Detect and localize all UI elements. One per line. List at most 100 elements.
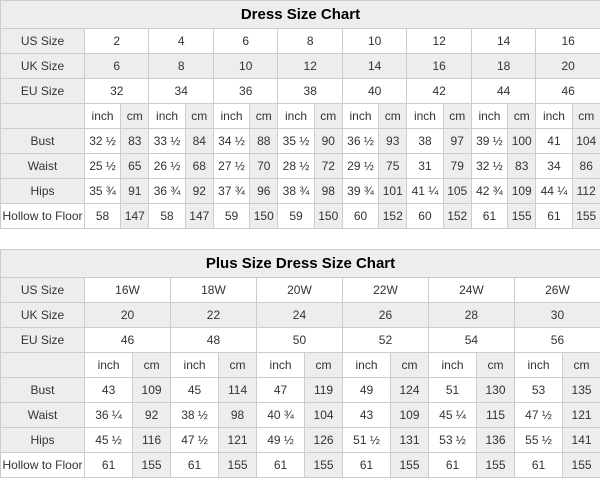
measure-value-cm: 112 bbox=[571, 178, 600, 204]
measure-value-inch: 32 ½ bbox=[470, 153, 509, 179]
measure-value-cm: 105 bbox=[442, 178, 472, 204]
row-label: Hollow to Floor bbox=[0, 203, 85, 229]
size-value: 6 bbox=[212, 28, 279, 54]
measure-row: Hips 45 ½ 116 47 ½ 121 49 ½ 126 51 ½ 131 53 ½ 136 5… bbox=[0, 427, 600, 453]
size-value: 4 bbox=[148, 28, 214, 54]
size-value: 38 bbox=[277, 78, 343, 104]
measure-value-cm: 98 bbox=[218, 402, 257, 428]
measure-value-inch: 53 ½ bbox=[427, 427, 478, 453]
unit-label-inch: inch bbox=[406, 103, 444, 129]
unit-label-inch: inch bbox=[470, 103, 509, 129]
measure-value-cm: 109 bbox=[507, 178, 537, 204]
unit-label-inch: inch bbox=[169, 352, 220, 378]
measure-value-cm: 115 bbox=[476, 402, 515, 428]
measure-value-cm: 116 bbox=[132, 427, 171, 453]
size-value: 24 bbox=[255, 302, 343, 328]
measure-value-cm: 75 bbox=[378, 153, 408, 179]
size-value: 42 bbox=[406, 78, 472, 104]
measure-value-cm: 155 bbox=[304, 452, 343, 478]
size-row: US Size 2 4 6 8 10 12 14 16 bbox=[0, 28, 600, 54]
measure-value-inch: 25 ½ bbox=[83, 153, 122, 179]
size-value: 8 bbox=[148, 53, 214, 79]
measure-value-inch: 47 ½ bbox=[169, 427, 220, 453]
measure-value-cm: 93 bbox=[378, 128, 408, 154]
unit-label-inch: inch bbox=[148, 103, 186, 129]
row-label: Hollow to Floor bbox=[0, 452, 85, 478]
size-value: 20W bbox=[255, 277, 343, 303]
measure-value-inch: 49 bbox=[341, 377, 392, 403]
unit-label-cm: cm bbox=[132, 352, 171, 378]
measure-value-cm: 114 bbox=[218, 377, 257, 403]
size-value: 44 bbox=[470, 78, 537, 104]
row-label: Hips bbox=[0, 178, 85, 204]
measure-value-inch: 42 ¾ bbox=[470, 178, 509, 204]
row-label: UK Size bbox=[0, 302, 85, 328]
size-row: UK Size 20 22 24 26 28 30 bbox=[0, 302, 600, 328]
measure-value-cm: 70 bbox=[249, 153, 279, 179]
measure-value-cm: 155 bbox=[218, 452, 257, 478]
tables-spacer bbox=[0, 229, 600, 249]
size-value: 30 bbox=[513, 302, 600, 328]
measure-value-cm: 155 bbox=[571, 203, 600, 229]
measure-value-inch: 43 bbox=[341, 402, 392, 428]
row-label: Waist bbox=[0, 402, 85, 428]
measure-value-inch: 61 bbox=[427, 452, 478, 478]
plus-size-dress-size-chart-table: Plus Size Dress Size Chart US Size 16W 18W 2… bbox=[0, 249, 600, 478]
measure-value-inch: 43 bbox=[83, 377, 134, 403]
measure-value-inch: 31 bbox=[406, 153, 444, 179]
row-label: UK Size bbox=[0, 53, 85, 79]
unit-label-cm: cm bbox=[184, 103, 214, 129]
measure-value-inch: 37 ¾ bbox=[212, 178, 251, 204]
row-label: Waist bbox=[0, 153, 85, 179]
measure-value-inch: 32 ½ bbox=[83, 128, 122, 154]
measure-value-cm: 84 bbox=[184, 128, 214, 154]
size-row: UK Size 6 8 10 12 14 16 18 20 bbox=[0, 53, 600, 79]
unit-label-inch: inch bbox=[535, 103, 573, 129]
measure-value-inch: 45 ¼ bbox=[427, 402, 478, 428]
table-title-row: Dress Size Chart bbox=[0, 0, 600, 29]
measure-value-inch: 35 ¾ bbox=[83, 178, 122, 204]
size-value: 20 bbox=[84, 302, 171, 328]
size-value: 40 bbox=[341, 78, 408, 104]
measure-value-inch: 58 bbox=[83, 203, 122, 229]
measure-value-cm: 92 bbox=[132, 402, 171, 428]
unit-label-cm: cm bbox=[442, 103, 472, 129]
size-value: 2 bbox=[83, 28, 150, 54]
size-value: 24W bbox=[427, 277, 515, 303]
size-value: 8 bbox=[277, 28, 343, 54]
table-title: Dress Size Chart bbox=[0, 0, 600, 29]
measure-value-cm: 96 bbox=[249, 178, 279, 204]
row-label: Bust bbox=[0, 128, 85, 154]
unit-label-inch: inch bbox=[212, 103, 251, 129]
measure-value-cm: 91 bbox=[120, 178, 150, 204]
measure-row: Hollow to Floor 58 147 58 147 59 150 59 150 60 152… bbox=[0, 203, 600, 229]
measure-value-inch: 45 bbox=[169, 377, 220, 403]
unit-label-inch: inch bbox=[513, 352, 564, 378]
measure-value-inch: 61 bbox=[83, 452, 134, 478]
measure-value-inch: 29 ½ bbox=[341, 153, 380, 179]
measure-value-inch: 51 bbox=[427, 377, 478, 403]
measure-value-cm: 97 bbox=[442, 128, 472, 154]
size-value: 22W bbox=[341, 277, 429, 303]
corner-cell bbox=[0, 103, 85, 129]
measure-value-inch: 34 ½ bbox=[212, 128, 251, 154]
measure-value-cm: 121 bbox=[562, 402, 600, 428]
measure-value-inch: 27 ½ bbox=[212, 153, 251, 179]
measure-value-cm: 131 bbox=[390, 427, 429, 453]
measure-value-inch: 47 bbox=[255, 377, 306, 403]
size-value: 46 bbox=[535, 78, 600, 104]
measure-value-inch: 28 ½ bbox=[277, 153, 315, 179]
measure-value-cm: 83 bbox=[507, 153, 537, 179]
measure-value-inch: 51 ½ bbox=[341, 427, 392, 453]
measure-value-cm: 90 bbox=[313, 128, 343, 154]
measure-value-inch: 45 ½ bbox=[83, 427, 134, 453]
measure-value-inch: 39 ½ bbox=[470, 128, 509, 154]
size-value: 56 bbox=[513, 327, 600, 353]
measure-value-cm: 104 bbox=[571, 128, 600, 154]
measure-value-cm: 109 bbox=[132, 377, 171, 403]
measure-value-inch: 39 ¾ bbox=[341, 178, 380, 204]
measure-row: Bust 32 ½ 83 33 ½ 84 34 ½ 88 35 ½ 90 36 ½ 93 38 97 39… bbox=[0, 128, 600, 154]
measure-value-inch: 33 ½ bbox=[148, 128, 186, 154]
measure-value-cm: 150 bbox=[313, 203, 343, 229]
unit-label-inch: inch bbox=[427, 352, 478, 378]
